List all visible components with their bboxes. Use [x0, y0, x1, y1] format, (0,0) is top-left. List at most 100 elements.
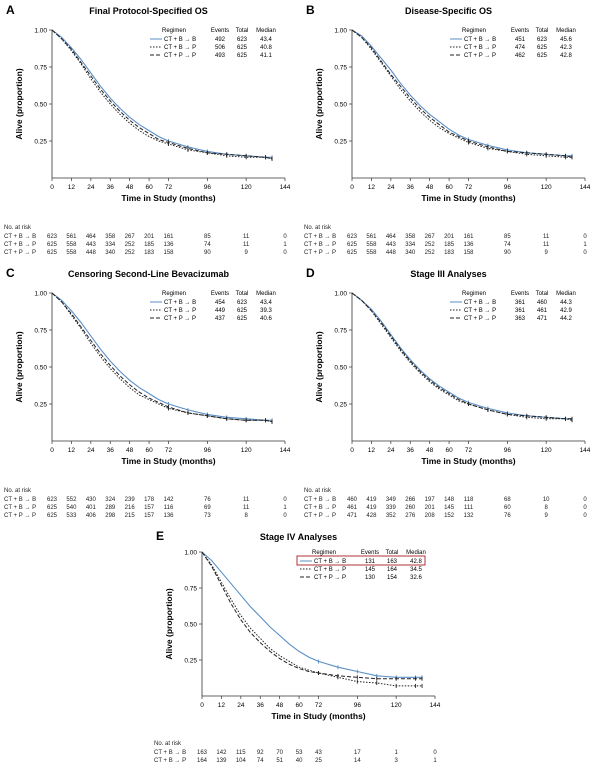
at-risk-value: 68: [503, 497, 511, 503]
x-tick-label: 72: [315, 702, 323, 709]
x-tick-label: 120: [541, 184, 552, 191]
at-risk-value: 352: [385, 513, 396, 519]
at-risk-value: 8: [544, 505, 548, 511]
at-risk-row: CT + B → P 164 139 104 74 51 40 25 14 3 1: [154, 757, 444, 765]
legend-total: 163: [387, 559, 398, 565]
x-tick-label: 144: [580, 184, 591, 191]
at-risk-value: 11: [243, 234, 250, 240]
legend-events: 361: [515, 300, 526, 306]
legend-total: 625: [537, 53, 548, 59]
at-risk-value: 158: [463, 250, 474, 256]
at-risk-value: 215: [124, 513, 135, 519]
x-tick-label: 24: [87, 184, 95, 191]
at-risk-row-label: CT + B → B: [304, 497, 337, 503]
legend-events: 474: [515, 45, 526, 51]
at-risk-value: 0: [583, 234, 587, 240]
legend-events: 454: [215, 300, 226, 306]
at-risk-value: 623: [46, 234, 58, 240]
at-risk-row-label: CT + B → B: [154, 750, 187, 756]
x-tick-label: 72: [165, 447, 173, 454]
at-risk-row: CT + B → B 623 552 430 324 239 178 142 76 11 0: [4, 496, 294, 504]
at-risk-value: 267: [124, 234, 135, 240]
at-risk-value: 461: [346, 505, 358, 511]
legend-total: 471: [537, 316, 548, 322]
at-risk-value: 201: [444, 234, 455, 240]
legend-total: 460: [537, 300, 548, 306]
x-tick-label: 12: [368, 184, 376, 191]
at-risk-value: 152: [444, 513, 455, 519]
at-risk-value: 183: [444, 250, 455, 256]
legend-total: 461: [537, 308, 548, 314]
at-risk-value: 10: [542, 497, 550, 503]
at-risk-value: 92: [256, 750, 264, 756]
y-tick-label: 0.50: [334, 365, 347, 372]
legend-regimen: CT + B → P: [164, 45, 196, 51]
at-risk-value: 76: [503, 513, 511, 519]
legend-events: 145: [365, 567, 376, 573]
panel-letter: A: [6, 3, 15, 17]
at-risk-row: CT + B → P 625 558 443 334 252 185 136 74 11 1: [4, 241, 294, 249]
at-risk-value: 625: [346, 250, 358, 256]
at-risk-value: 428: [366, 513, 377, 519]
x-tick-label: 60: [295, 702, 303, 709]
legend-total: 164: [387, 567, 398, 573]
legend-regimen: CT + P → P: [164, 316, 196, 322]
at-risk-value: 406: [85, 513, 96, 519]
x-tick-label: 48: [426, 184, 434, 191]
y-tick-label: 0.25: [334, 402, 347, 409]
at-risk-value: 183: [144, 250, 155, 256]
legend-median: 40.6: [260, 316, 272, 322]
at-risk-value: 552: [66, 497, 77, 503]
legend-total: 154: [387, 575, 398, 581]
y-axis-label: Alive (proportion): [164, 588, 174, 659]
x-axis-label: Time in Study (months): [421, 456, 515, 466]
at-risk-value: 11: [243, 242, 250, 248]
at-risk-value: 74: [256, 758, 264, 764]
chart-title: Stage III Analyses: [410, 269, 486, 279]
legend-header: Regimen: [162, 28, 186, 34]
at-risk-value: 0: [283, 513, 287, 519]
chart-e-svg: E Stage IV Analyses 0.25 0.50 0.75 1.00 0 12 24 3…: [156, 529, 441, 721]
x-tick-label: 120: [391, 702, 402, 709]
at-risk-value: 163: [196, 750, 208, 756]
chart-d-svg: D Stage III Analyses 0.25 0.50 0.75 1.00 0 12 24…: [306, 266, 591, 466]
x-tick-label: 48: [276, 702, 284, 709]
at-risk-value: 136: [163, 513, 174, 519]
legend-header: Total: [236, 28, 249, 34]
x-tick-label: 0: [50, 447, 54, 454]
at-risk-value: 90: [203, 250, 211, 256]
at-risk-value: 43: [315, 750, 322, 756]
at-risk-value: 208: [424, 513, 435, 519]
at-risk-row: CT + B → P 461 419 339 260 201 145 111 60 8 0: [304, 504, 594, 512]
legend-regimen: CT + B → P: [314, 567, 346, 573]
chart-b-svg: B Disease-Specific OS 0.25 0.50 0.75 1.00 0 12 2…: [306, 3, 591, 203]
at-risk-value: 11: [243, 497, 250, 503]
x-tick-label: 0: [350, 447, 354, 454]
x-tick-label: 12: [218, 702, 226, 709]
at-risk-row-label: CT + B → B: [4, 497, 37, 503]
legend-highlight-box: [296, 555, 426, 566]
at-risk-value: 136: [463, 242, 474, 248]
legend-events: 493: [215, 53, 226, 59]
at-risk-title: No. at risk: [304, 225, 332, 231]
legend-header: Total: [536, 28, 549, 34]
x-tick-label: 36: [407, 447, 415, 454]
legend-median: 41.1: [260, 53, 272, 59]
x-axis-label: Time in Study (months): [421, 193, 515, 203]
at-risk-row: CT + B → B 623 561 464 358 267 201 161 85 11 0: [304, 233, 594, 241]
chart-title: Censoring Second-Line Bevacizumab: [68, 269, 230, 279]
at-risk-value: 625: [46, 250, 58, 256]
at-risk-value: 161: [163, 234, 174, 240]
at-risk-title: No. at risk: [4, 488, 32, 494]
at-risk-value: 116: [163, 505, 174, 511]
y-tick-label: 1.00: [334, 28, 347, 35]
at-risk-value: 464: [385, 234, 396, 240]
legend-header: Events: [511, 28, 529, 34]
at-risk-row-label: CT + P → P: [4, 513, 36, 519]
legend-events: 449: [215, 308, 226, 314]
legend-events: 363: [515, 316, 526, 322]
at-risk-value: 1: [433, 758, 437, 764]
at-risk-value: 145: [444, 505, 455, 511]
y-tick-label: 0.25: [34, 402, 47, 409]
x-tick-label: 96: [354, 702, 362, 709]
